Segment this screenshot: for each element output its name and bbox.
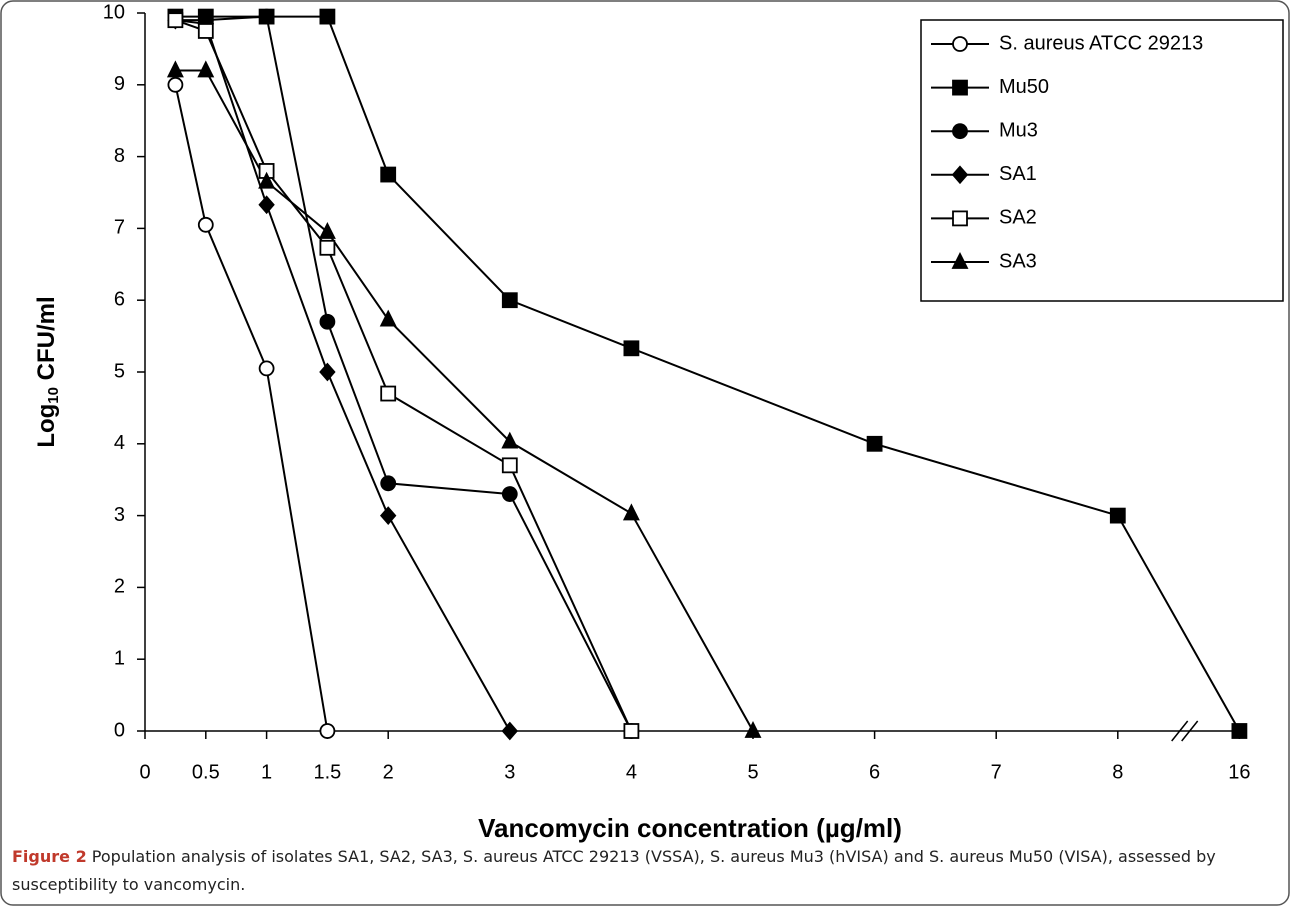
x-tick-label: 0.5: [192, 761, 220, 783]
caption-label: Figure 2: [12, 847, 87, 866]
marker: [319, 313, 336, 330]
marker: [866, 435, 883, 452]
y-tick-label: 4: [114, 432, 125, 454]
marker: [1109, 507, 1126, 524]
y-axis-label: Log10 CFU/ml: [33, 296, 62, 447]
x-tick-label: 3: [504, 761, 515, 783]
marker: [197, 216, 214, 233]
marker: [501, 431, 519, 449]
y-tick-label: 2: [114, 576, 125, 598]
y-label-part: CFU/ml: [33, 296, 60, 387]
marker: [501, 292, 518, 309]
marker: [622, 503, 640, 521]
marker: [623, 340, 640, 357]
series-line: [175, 69, 754, 732]
axis-break: [1171, 720, 1189, 742]
x-tick-label: 0: [139, 761, 150, 783]
legend-label: Mu50: [999, 76, 1049, 98]
marker: [319, 362, 336, 382]
marker: [951, 251, 969, 269]
y-tick-label: 5: [114, 360, 125, 382]
y-tick-label: 8: [114, 145, 125, 167]
marker: [167, 12, 184, 29]
series-line: [175, 15, 633, 732]
y-tick-label: 0: [114, 719, 125, 741]
marker: [952, 123, 968, 140]
marker: [258, 171, 276, 189]
y-tick-label: 3: [114, 504, 125, 526]
x-tick-label: 8: [1112, 761, 1123, 783]
marker: [258, 195, 275, 215]
x-tick-label: 5: [747, 761, 758, 783]
series-line: [175, 19, 511, 732]
series-line: [175, 19, 633, 732]
marker: [380, 506, 397, 525]
y-tick-label: 10: [103, 1, 125, 23]
x-tick-label: 1: [261, 761, 272, 783]
marker: [167, 76, 184, 93]
marker: [952, 79, 968, 96]
marker: [318, 221, 336, 239]
marker: [501, 721, 518, 741]
marker: [319, 239, 336, 256]
marker: [197, 60, 215, 78]
marker: [379, 309, 397, 327]
legend-box: [920, 19, 1284, 302]
legend-label: Mu3: [999, 119, 1038, 141]
marker: [258, 360, 275, 377]
axis-break: [1181, 720, 1199, 742]
marker: [744, 720, 762, 738]
x-tick-label: 2: [383, 761, 394, 783]
x-tick-label: 4: [626, 761, 637, 783]
x-tick-label: 1.5: [313, 761, 341, 783]
x-axis-label: Vancomycin concentration (µg/ml): [478, 813, 902, 843]
x-tick-label: 16: [1228, 761, 1250, 783]
marker: [952, 210, 968, 227]
series-line: [175, 15, 1241, 732]
y-label-sub: 10: [45, 387, 62, 404]
marker: [380, 475, 397, 492]
series-line: [174, 84, 329, 732]
marker: [319, 8, 336, 25]
marker: [380, 385, 397, 402]
marker: [319, 723, 336, 739]
marker: [380, 166, 397, 183]
x-tick-label: 6: [869, 761, 880, 783]
marker: [1231, 723, 1248, 739]
y-label-part: Log: [33, 404, 60, 448]
caption-text: Population analysis of isolates SA1, SA2…: [12, 847, 1216, 894]
y-tick-label: 7: [114, 217, 125, 239]
marker: [501, 457, 518, 474]
marker: [951, 165, 969, 185]
legend-label: SA3: [999, 250, 1037, 272]
marker: [197, 23, 214, 39]
legend-label: SA2: [999, 207, 1037, 229]
marker: [623, 723, 640, 739]
legend-label: SA1: [999, 163, 1037, 185]
marker: [166, 60, 184, 78]
marker: [258, 8, 275, 25]
y-tick-label: 6: [114, 288, 125, 310]
x-tick-label: 7: [991, 761, 1002, 783]
marker: [952, 36, 968, 52]
marker: [501, 486, 518, 502]
y-tick-label: 1: [114, 647, 125, 669]
legend-label: S. aureus ATCC 29213: [999, 32, 1203, 54]
caption: Figure 2 Population analysis of isolates…: [12, 843, 1278, 899]
y-tick-label: 9: [114, 73, 125, 95]
